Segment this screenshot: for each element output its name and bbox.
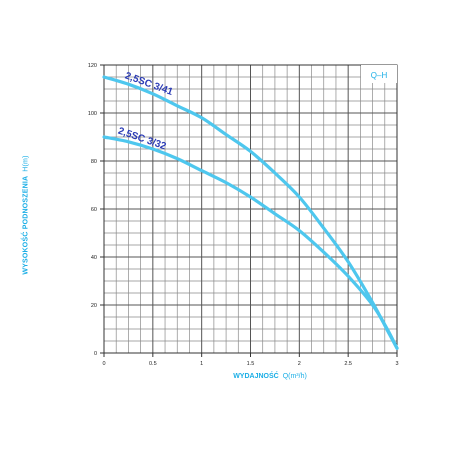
y-tick-label: 120 (88, 63, 97, 69)
x-tick-label: 0 (102, 361, 105, 367)
series-lines (102, 75, 399, 350)
y-axis-title: WYSOKOŚĆ PODNOSZENIA (22, 175, 30, 275)
x-tick-label: 0.5 (149, 361, 157, 367)
x-tick-label: 3 (395, 361, 398, 367)
chart-title: Q–H (371, 71, 388, 80)
chart-title-box: Q–H (361, 65, 397, 83)
major-grid (103, 64, 398, 354)
x-tick-label: 1 (200, 361, 203, 367)
series-label-2: 2,5SC 3/32 (116, 126, 167, 153)
y-axis-unit: H(m) (22, 155, 30, 172)
x-axis-ticks: 0 0.5 1 1.5 2 2.5 3 (102, 353, 399, 367)
x-axis-unit: Q(m³/h) (282, 373, 307, 380)
y-tick-label: 20 (91, 303, 97, 309)
x-tick-label: 1.5 (247, 361, 255, 367)
y-tick-label: 100 (88, 111, 97, 117)
y-tick-label: 0 (94, 351, 97, 357)
series-line-1 (102, 75, 399, 350)
x-axis-label: WYDAJNOŚĆ Q(m³/h) (200, 373, 340, 380)
y-axis-label: WYSOKOŚĆ PODNOSZENIA H(m) (23, 155, 30, 274)
y-tick-label: 60 (91, 207, 97, 213)
chart-title-background (361, 65, 397, 83)
x-axis-title: WYDAJNOŚĆ (233, 373, 279, 380)
x-tick-label: 2.5 (344, 361, 352, 367)
y-tick-label: 40 (91, 255, 97, 261)
series-line-2 (102, 135, 399, 350)
y-axis-ticks: 0 20 40 60 80 100 120 (88, 63, 104, 357)
x-tick-label: 2 (298, 361, 301, 367)
y-tick-label: 80 (91, 159, 97, 165)
